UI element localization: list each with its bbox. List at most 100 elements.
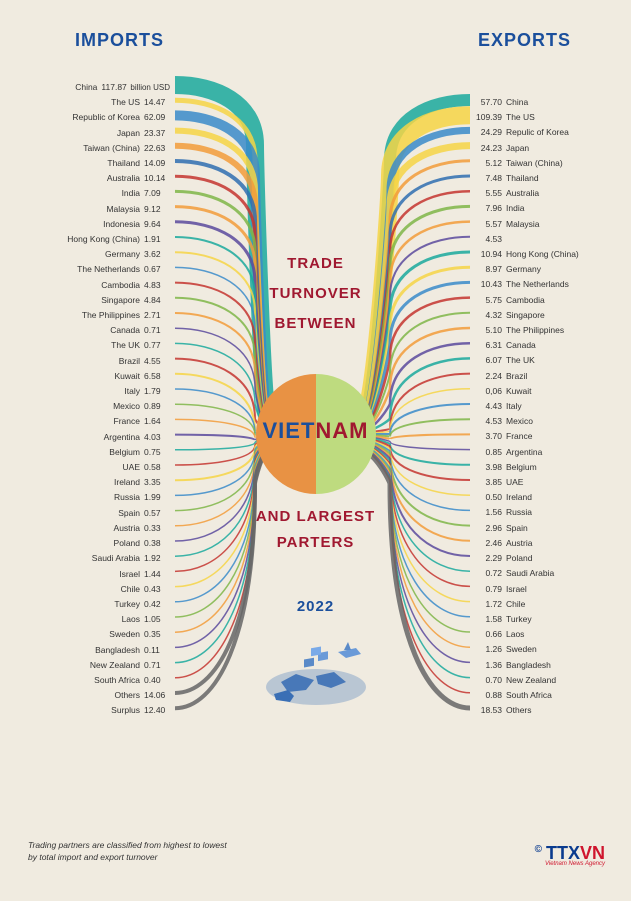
import-row: Spain0.57 [20, 506, 170, 521]
export-row: 5.55Australia [474, 186, 619, 201]
export-row: 1.36 Bangladesh [474, 658, 619, 673]
export-value: 3.70 [474, 429, 502, 444]
export-value: 24.23 [474, 141, 502, 156]
export-value: 10.94 [474, 247, 502, 262]
export-value: 7.96 [474, 201, 502, 216]
import-value: 0.43 [144, 582, 170, 597]
export-row: 2.96Spain [474, 521, 619, 536]
export-country: Repulic of Korea [506, 127, 569, 137]
title-and-largest: AND LARGEST [256, 508, 375, 525]
export-country: Poland [506, 553, 532, 563]
import-row: The US14.47 [20, 95, 170, 110]
import-country: Belgium [109, 447, 140, 457]
import-value: 1.91 [144, 232, 170, 247]
export-value: 1.72 [474, 597, 502, 612]
import-row: Japan23.37 [20, 126, 170, 141]
export-value: 10.43 [474, 277, 502, 292]
import-value: 1.44 [144, 567, 170, 582]
import-country: UAE [123, 462, 140, 472]
export-country: Israel [506, 584, 527, 594]
import-row: Italy1.79 [20, 384, 170, 399]
import-value: 0.89 [144, 399, 170, 414]
export-country: Turkey [506, 614, 532, 624]
export-country: Bangladesh [506, 660, 551, 670]
copyright-icon: © [535, 844, 542, 855]
import-row: Others14.06 [20, 688, 170, 703]
export-row: 1.72Chile [474, 597, 619, 612]
export-country: Singapore [506, 310, 545, 320]
export-value: 1.36 [474, 658, 502, 673]
import-country: Australia [107, 173, 140, 183]
import-value: 4.55 [144, 354, 170, 369]
import-row: Austria0.33 [20, 521, 170, 536]
export-row: 3.70France [474, 429, 619, 444]
import-country: Poland [114, 538, 140, 548]
import-row: France1.64 [20, 414, 170, 429]
import-value: 4.03 [144, 430, 170, 445]
import-row: Germany3.62 [20, 247, 170, 262]
export-country: Others [506, 705, 532, 715]
import-value: 0.71 [144, 323, 170, 338]
import-country: Cambodia [101, 280, 140, 290]
export-value: 2.46 [474, 536, 502, 551]
export-row: 5.12Taiwan (China) [474, 156, 619, 171]
export-row: 5.10The Philippines [474, 323, 619, 338]
export-value: 6.31 [474, 338, 502, 353]
export-row: 0.50Ireland [474, 490, 619, 505]
export-row: 18.53Others [474, 703, 619, 718]
export-row: 3.85UAE [474, 475, 619, 490]
export-country: Thailand [506, 173, 539, 183]
import-value: 0.77 [144, 338, 170, 353]
import-value: 14.47 [144, 95, 170, 110]
export-value: 5.55 [474, 186, 502, 201]
import-country: Republic of Korea [72, 112, 140, 122]
title-partners: PARTERS [277, 534, 355, 551]
export-value: 24.29 [474, 125, 502, 140]
import-row: Sweden 0.35 [20, 627, 170, 642]
import-value: 12.40 [144, 703, 170, 718]
vietnam-label: VIETNAM [262, 418, 368, 444]
export-country: Canada [506, 340, 536, 350]
export-country: Sweden [506, 644, 537, 654]
import-value: 0.58 [144, 460, 170, 475]
export-row: 1.26 Sweden [474, 642, 619, 657]
import-row: Republic of Korea62.09 [20, 110, 170, 125]
imports-column: China117.87billion USDThe US14.47Republi… [20, 80, 170, 719]
import-country: Others [114, 690, 140, 700]
export-country: Austria [506, 538, 532, 548]
export-row: 4.53 [474, 232, 619, 247]
import-value: 0.71 [144, 658, 170, 673]
footnote-line2: by total import and export turnover [28, 852, 157, 862]
logo-subtitle: Vietnam News Agency [535, 861, 605, 867]
import-row: Saudi Arabia1.92 [20, 551, 170, 566]
export-value: 0.66 [474, 627, 502, 642]
import-value: 1.79 [144, 384, 170, 399]
export-value: 0.70 [474, 673, 502, 688]
import-value: 0.35 [144, 627, 170, 642]
import-row: Kuwait 6.58 [20, 369, 170, 384]
ttxvn-logo: ©TTXVN Vietnam News Agency [535, 843, 605, 867]
import-value: 1.05 [144, 612, 170, 627]
import-value: 6.58 [144, 369, 170, 384]
export-value: 1.26 [474, 642, 502, 657]
title-turnover: TURNOVER [269, 285, 361, 302]
export-row: 0.79Israel [474, 582, 619, 597]
export-row: 4.53Mexico [474, 414, 619, 429]
import-value: 117.87 [101, 80, 127, 95]
import-row: Hong Kong (China)1.91 [20, 232, 170, 247]
import-row: The Philippines2.71 [20, 308, 170, 323]
footnote-line1: Trading partners are classified from hig… [28, 840, 227, 850]
exports-heading: EXPORTS [478, 30, 571, 51]
import-value: 0.33 [144, 521, 170, 536]
import-country: France [114, 416, 140, 426]
export-value: 8.97 [474, 262, 502, 277]
import-country: Brazil [119, 356, 140, 366]
import-country: The UK [111, 340, 140, 350]
export-country: Japan [506, 143, 529, 153]
title-trade: TRADE [287, 255, 344, 272]
export-value: 4.53 [474, 232, 502, 247]
import-country: Saudi Arabia [92, 553, 140, 563]
import-country: Sweden [109, 629, 140, 639]
import-country: Kuwait [114, 371, 140, 381]
import-value: 3.35 [144, 475, 170, 490]
